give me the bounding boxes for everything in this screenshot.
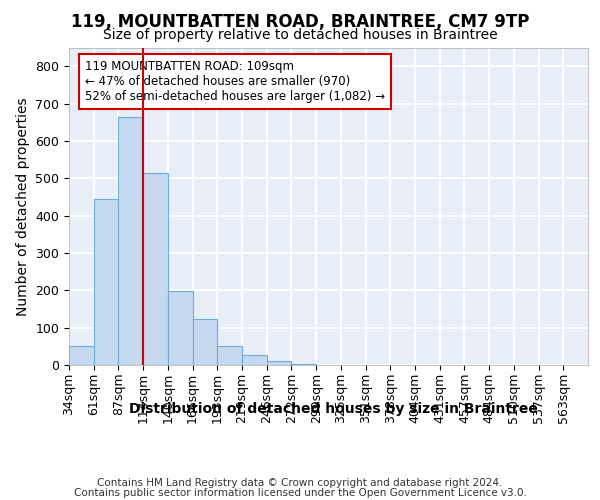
- Bar: [292, 364, 316, 365]
- Bar: [267, 362, 292, 365]
- Text: Size of property relative to detached houses in Braintree: Size of property relative to detached ho…: [103, 28, 497, 42]
- Text: 119 MOUNTBATTEN ROAD: 109sqm
← 47% of detached houses are smaller (970)
52% of s: 119 MOUNTBATTEN ROAD: 109sqm ← 47% of de…: [85, 60, 385, 103]
- Bar: [118, 116, 143, 365]
- Text: Contains HM Land Registry data © Crown copyright and database right 2024.: Contains HM Land Registry data © Crown c…: [97, 478, 503, 488]
- Text: Distribution of detached houses by size in Braintree: Distribution of detached houses by size …: [128, 402, 538, 416]
- Bar: [94, 199, 118, 365]
- Bar: [168, 292, 193, 365]
- Text: 119, MOUNTBATTEN ROAD, BRAINTREE, CM7 9TP: 119, MOUNTBATTEN ROAD, BRAINTREE, CM7 9T…: [71, 12, 529, 30]
- Bar: [193, 318, 217, 365]
- Bar: [143, 172, 168, 365]
- Bar: [69, 346, 94, 365]
- Bar: [217, 346, 242, 365]
- Bar: [242, 355, 267, 365]
- Text: Contains public sector information licensed under the Open Government Licence v3: Contains public sector information licen…: [74, 488, 526, 498]
- Y-axis label: Number of detached properties: Number of detached properties: [16, 97, 30, 316]
